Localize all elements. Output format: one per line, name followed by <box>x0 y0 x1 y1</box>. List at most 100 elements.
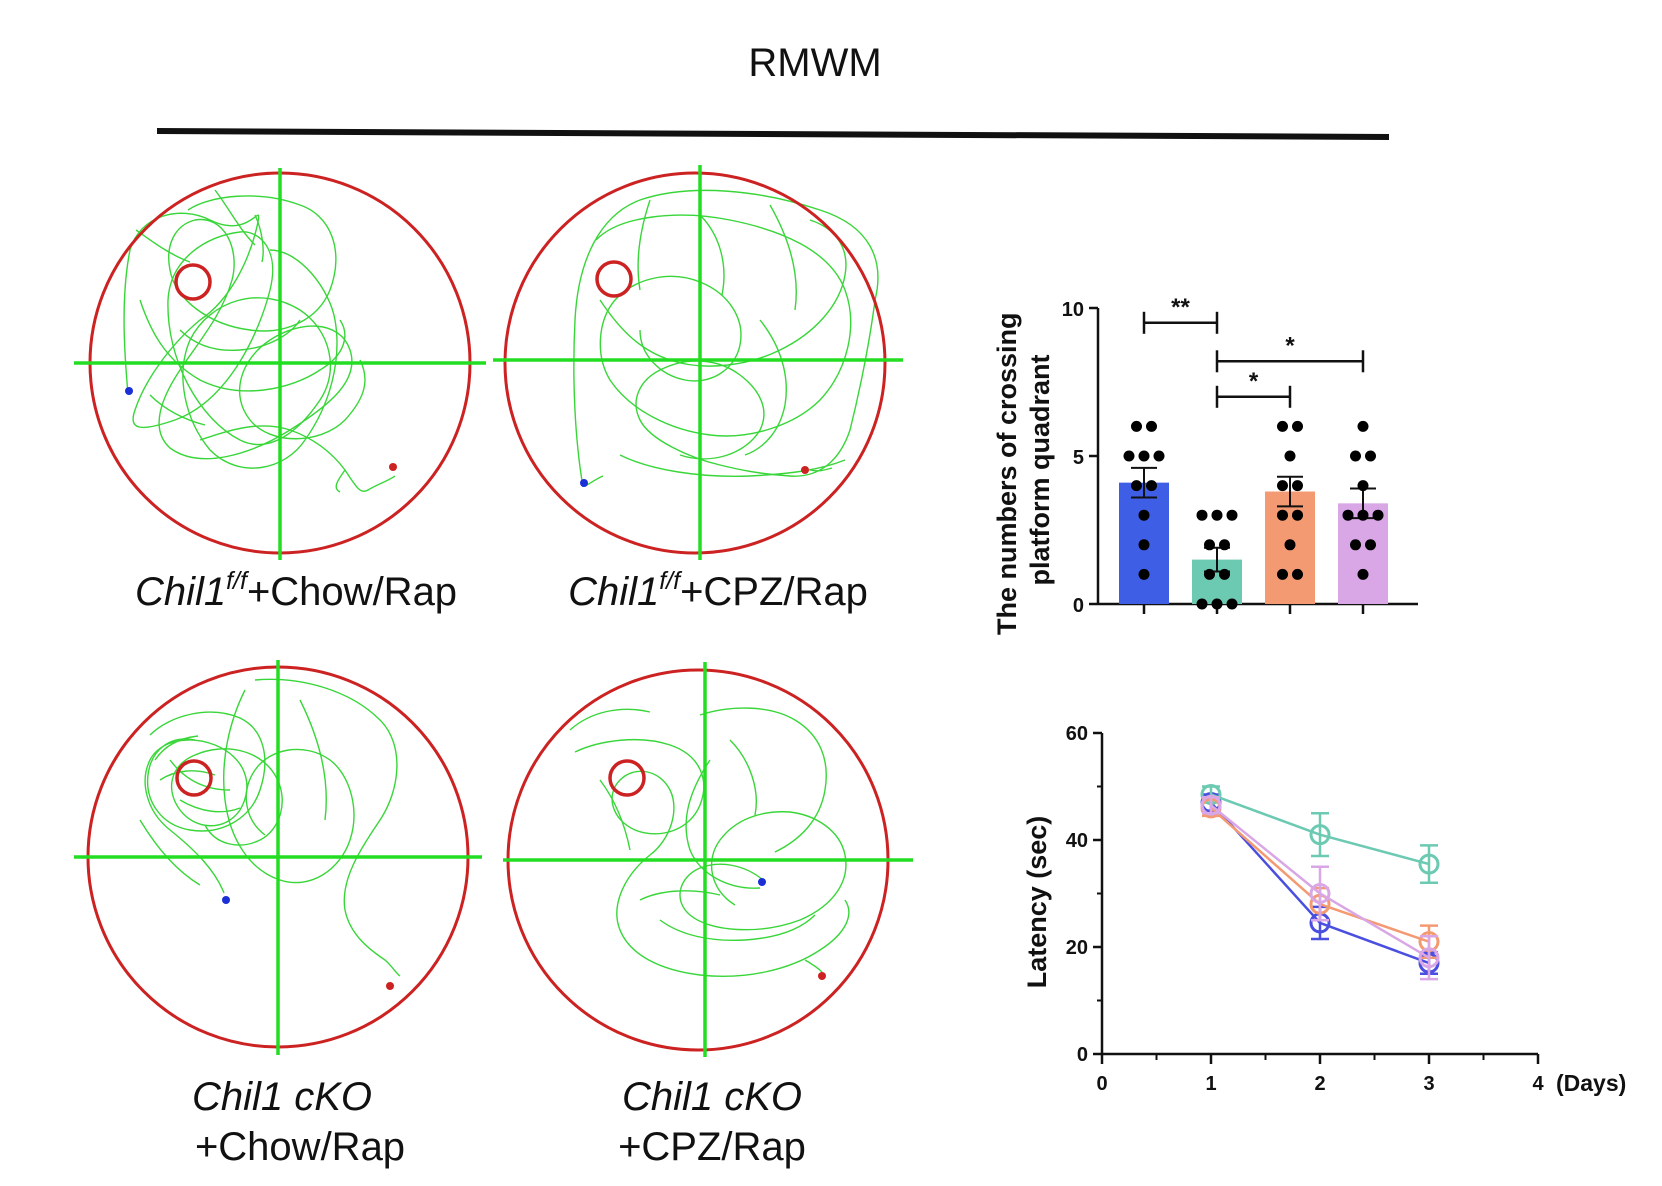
data-point <box>1365 539 1376 551</box>
line-chart-y-axis-label: Latency (sec) <box>1022 816 1052 989</box>
data-point <box>1153 450 1165 462</box>
data-point <box>1284 450 1296 462</box>
line-x-tick-label: 4 <box>1532 1073 1544 1095</box>
line-y-tick-label: 0 <box>1077 1044 1088 1066</box>
label-superscript: f/f <box>659 567 683 595</box>
pool-panel-1: Chil1f/f+Chow/Rap <box>74 168 486 614</box>
data-point <box>1204 568 1215 580</box>
data-point <box>1131 480 1142 492</box>
data-point <box>1292 568 1303 580</box>
data-point <box>1365 450 1376 462</box>
swim-track <box>573 189 879 488</box>
data-point <box>1292 509 1303 521</box>
data-point <box>1277 509 1288 521</box>
bar-y-label-line-2: platform quadrant <box>1025 354 1055 585</box>
swim-track <box>139 678 401 977</box>
swim-track <box>123 189 396 493</box>
label-italic: Chil1 <box>135 570 226 614</box>
end-dot <box>818 972 826 980</box>
label-superscript: f/f <box>226 567 250 595</box>
line-y-tick-label: 40 <box>1066 830 1088 852</box>
start-dot <box>758 878 766 886</box>
figure-title: RMWM <box>748 41 881 85</box>
line-y-tick-label: 20 <box>1066 937 1088 959</box>
data-point <box>1357 509 1369 521</box>
pool-label-line1: Chil1 cKO <box>192 1075 372 1119</box>
data-point <box>1138 568 1150 580</box>
data-point <box>1342 509 1354 521</box>
bar-chart-y-axis-label: The numbers of crossing platform quadran… <box>992 305 1055 635</box>
data-point <box>1277 420 1288 432</box>
swim-track <box>569 707 850 977</box>
data-point <box>1219 539 1230 551</box>
label-rest: +Chow/Rap <box>247 570 457 614</box>
data-point <box>1226 598 1238 610</box>
pool-label: Chil1f/f+CPZ/Rap <box>568 567 868 614</box>
title-underline <box>156 128 1390 140</box>
data-point <box>1211 598 1223 610</box>
pool-label-line2: +Chow/Rap <box>195 1125 405 1169</box>
line-x-tick-label: 0 <box>1096 1073 1107 1095</box>
series-marker <box>1200 794 1222 816</box>
line-chart: Latency (sec) 0 20 40 60 0 1 2 3 4 (Days) <box>1022 723 1626 1096</box>
platform-target <box>175 759 213 797</box>
platform-target <box>174 263 212 301</box>
data-point <box>1350 450 1361 462</box>
data-point <box>1292 480 1303 492</box>
series-marker <box>1418 947 1440 969</box>
bar-chart: The numbers of crossing platform quadran… <box>992 294 1418 635</box>
label-rest: +CPZ/Rap <box>680 570 868 614</box>
pool-label-line2: +CPZ/Rap <box>618 1125 806 1169</box>
platform-target <box>595 260 633 298</box>
data-point <box>1211 509 1223 521</box>
bar-y-tick-label: 5 <box>1073 447 1084 469</box>
significance-label: * <box>1249 368 1259 395</box>
series-marker <box>1309 824 1331 846</box>
pool-panel-2: Chil1f/f+CPZ/Rap <box>493 165 903 614</box>
data-point <box>1284 539 1296 551</box>
data-point <box>1123 450 1135 462</box>
start-dot <box>222 896 230 904</box>
data-point <box>1292 420 1303 432</box>
end-dot <box>386 982 394 990</box>
data-point <box>1138 509 1150 521</box>
data-point <box>1131 420 1142 432</box>
data-point <box>1138 539 1150 551</box>
bar-y-label-line-1: The numbers of crossing <box>992 312 1022 635</box>
pool-label: Chil1f/f+Chow/Rap <box>135 567 457 614</box>
end-dot <box>801 466 809 474</box>
line-x-tick-label: 1 <box>1205 1073 1216 1095</box>
line-x-tick-label: 3 <box>1423 1073 1434 1095</box>
bar-y-tick-label: 10 <box>1062 299 1084 321</box>
data-point <box>1357 480 1369 492</box>
line-y-tick-label: 60 <box>1066 723 1088 745</box>
end-dot <box>389 463 397 471</box>
data-point <box>1219 568 1230 580</box>
data-point <box>1226 509 1238 521</box>
data-point <box>1204 539 1215 551</box>
line-x-axis-label: (Days) <box>1556 1070 1626 1096</box>
bar-y-tick-label: 0 <box>1073 595 1084 617</box>
data-point <box>1196 509 1208 521</box>
data-point <box>1146 420 1157 432</box>
data-point <box>1357 568 1369 580</box>
label-italic: Chil1 <box>568 570 659 614</box>
pool-border <box>503 171 887 555</box>
data-point <box>1277 568 1288 580</box>
pool-panel-4: Chil1 cKO +CPZ/Rap <box>503 662 913 1169</box>
data-point <box>1350 539 1361 551</box>
data-point <box>1138 450 1150 462</box>
data-point <box>1357 420 1369 432</box>
platform-target <box>608 759 646 797</box>
series-marker <box>1309 883 1331 904</box>
data-point <box>1196 598 1208 610</box>
series-marker <box>1418 853 1440 875</box>
significance-label: * <box>1285 332 1295 359</box>
significance-label: ** <box>1171 294 1190 321</box>
data-point <box>1146 480 1157 492</box>
pool-label-line1: Chil1 cKO <box>622 1075 802 1119</box>
data-point <box>1372 509 1384 521</box>
start-dot <box>125 387 133 395</box>
start-dot <box>580 479 588 487</box>
